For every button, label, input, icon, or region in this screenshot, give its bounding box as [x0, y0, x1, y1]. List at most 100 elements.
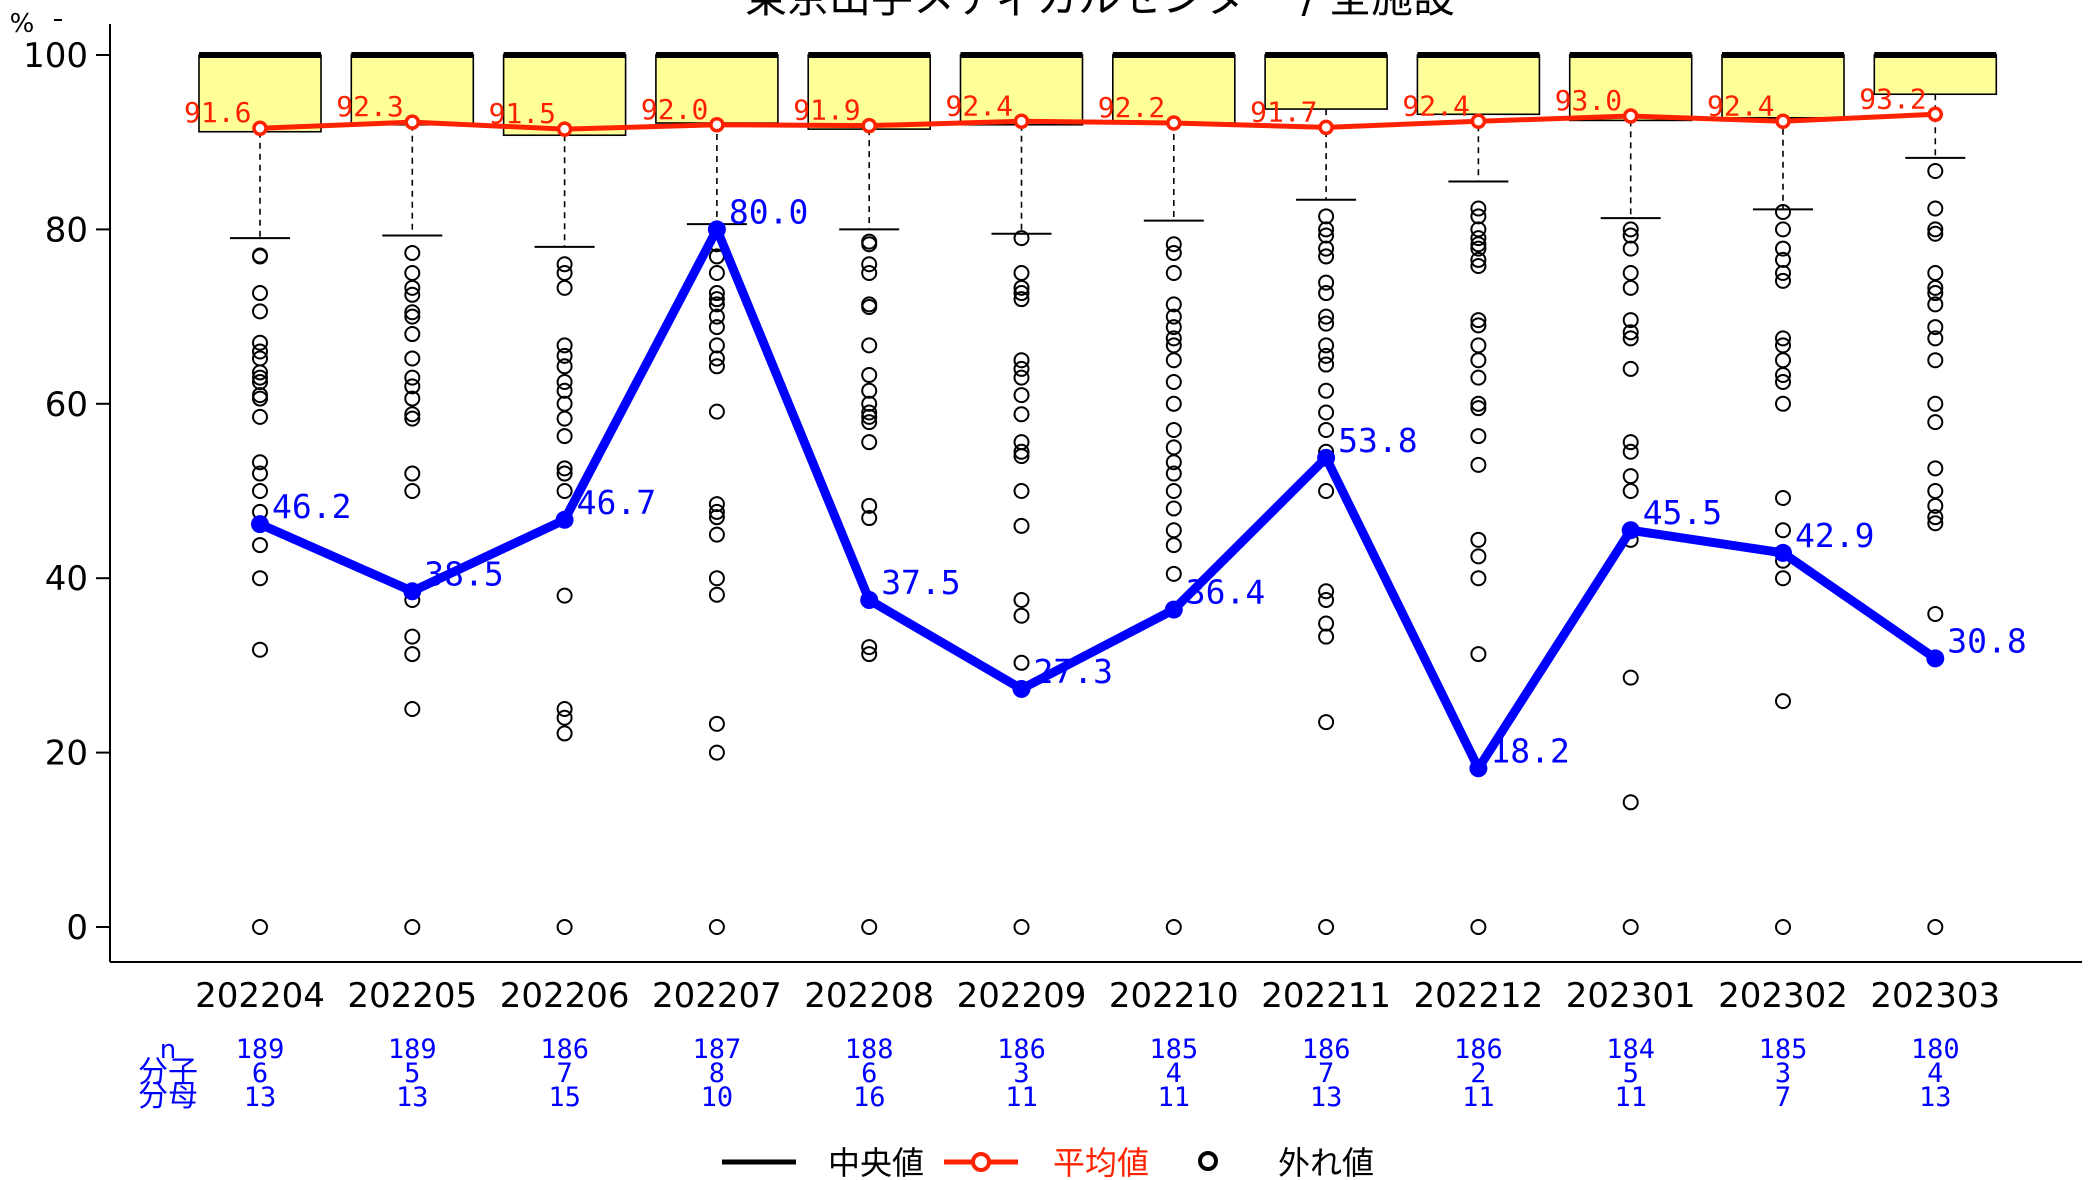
outlier-point	[708, 265, 725, 281]
y-tick-label: 60	[45, 385, 88, 425]
count-den-value: 11	[1462, 1082, 1495, 1113]
mean-point	[1622, 108, 1639, 124]
outlier-point	[1165, 537, 1182, 554]
outlier-point	[404, 279, 421, 296]
axes: 0 20 40 60 80 100 202204 202205 202206 202207 2022…	[23, 19, 2082, 1016]
box	[198, 54, 322, 133]
facility-value-label: 37.5	[881, 563, 960, 602]
outlier-point	[1013, 919, 1030, 935]
facility-point	[1469, 759, 1488, 778]
mean-point	[1775, 113, 1791, 130]
outlier-point	[1318, 221, 1335, 238]
outlier-point	[1622, 483, 1639, 499]
outlier-point	[861, 256, 878, 273]
outlier-point	[556, 465, 573, 482]
outlier-point	[1622, 360, 1639, 377]
outlier-point	[1470, 919, 1487, 935]
facility-point	[707, 220, 726, 239]
count-num-value: 4	[1166, 1058, 1182, 1089]
outlier-point	[1775, 395, 1791, 412]
outlier-point	[252, 919, 268, 935]
mean-value-label: 92.2	[1098, 91, 1165, 124]
outlier-point	[252, 303, 268, 320]
outlier-point	[1622, 240, 1639, 257]
outlier-point	[252, 465, 268, 482]
outlier-point	[404, 646, 421, 663]
outlier-point	[1470, 312, 1487, 329]
facility-value-label: 42.9	[1795, 516, 1874, 555]
outlier-point	[556, 347, 573, 364]
facility-value-label: 30.8	[1947, 621, 2026, 660]
outlier-point	[708, 403, 725, 420]
outlier-point	[708, 296, 725, 313]
facility-value-label: 53.8	[1338, 421, 1417, 460]
facility-point	[1926, 649, 1945, 668]
outlier-point	[1927, 919, 1944, 935]
legend-outlier-label: 外れ値	[1278, 1144, 1374, 1180]
outlier-point	[1165, 421, 1182, 438]
legend-mean-label: 平均値	[1053, 1144, 1149, 1180]
x-tick-label: 202204	[195, 976, 325, 1016]
mean-value-label: 92.4	[1707, 89, 1774, 122]
outlier-point	[1927, 414, 1944, 431]
outlier-point	[1775, 272, 1791, 289]
outlier-point	[1775, 352, 1791, 369]
count-n-value: 186	[1454, 1034, 1503, 1065]
outlier-point	[404, 286, 421, 303]
outlier-point	[1927, 605, 1944, 622]
legend-mean-marker	[971, 1152, 991, 1172]
outlier-point	[1013, 607, 1030, 624]
outlier-point	[404, 919, 421, 935]
count-row-label: 分母	[138, 1079, 198, 1114]
outlier-point	[1927, 515, 1944, 532]
outlier-point	[1013, 443, 1030, 460]
count-den-value: 13	[1919, 1082, 1952, 1113]
outlier-point	[1927, 162, 1944, 179]
outlier-point	[1165, 522, 1182, 539]
outlier-point	[1013, 406, 1030, 423]
outlier-point	[1318, 615, 1335, 632]
outlier-point	[861, 337, 878, 354]
count-n-value: 186	[540, 1034, 589, 1065]
box	[1264, 54, 1388, 110]
count-den-value: 7	[1775, 1082, 1791, 1113]
facility-value-label: 80.0	[729, 192, 808, 231]
outlier-point	[1470, 240, 1487, 257]
outlier-point	[1318, 208, 1335, 225]
mean-point	[404, 114, 421, 130]
mean-point	[1013, 113, 1030, 130]
outlier-point	[556, 460, 573, 477]
outlier-point	[1470, 548, 1487, 565]
outlier-point	[708, 337, 725, 354]
outlier-point	[1318, 714, 1335, 731]
count-n-value: 188	[845, 1034, 894, 1065]
outlier-point	[1927, 221, 1944, 238]
outlier-point	[1622, 443, 1639, 460]
outlier-point	[1013, 448, 1030, 465]
outlier-point	[861, 299, 878, 316]
outlier-point	[1318, 919, 1335, 935]
facility-point	[251, 515, 269, 534]
outlier-point	[1318, 308, 1335, 325]
facility-value-label: 27.3	[1034, 652, 1113, 691]
outlier-point	[404, 304, 421, 321]
outlier-point	[1470, 400, 1487, 417]
mean-point	[1318, 119, 1334, 136]
facility-value-label: 46.7	[577, 483, 656, 522]
mean-point	[1927, 106, 1944, 123]
outlier-point	[1470, 230, 1487, 247]
y-tick-label: 20	[45, 734, 88, 774]
outlier-point	[1165, 330, 1182, 347]
y-tick-label: 100	[23, 36, 88, 76]
box	[350, 54, 475, 126]
count-den-value: 11	[1614, 1082, 1647, 1113]
outlier-point	[252, 641, 268, 658]
facility-value-label: 38.5	[424, 554, 503, 593]
outlier-point	[708, 715, 725, 732]
outlier-point	[404, 701, 421, 717]
outlier-point	[1165, 565, 1182, 582]
outlier-point	[1775, 265, 1791, 281]
facility-value-label: 18.2	[1490, 731, 1569, 770]
outlier-point	[1165, 919, 1182, 935]
